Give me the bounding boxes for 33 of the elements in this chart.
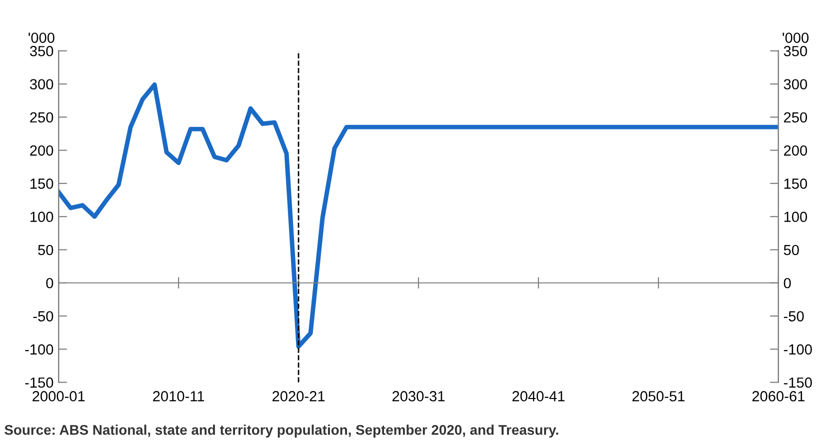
y-tick-label: 350 xyxy=(30,46,54,56)
y-tick-label: 0 xyxy=(46,278,54,288)
y-tick-label: -100 xyxy=(25,344,54,355)
y2-tick-label: 300 xyxy=(784,79,808,90)
y-tick-label: 200 xyxy=(30,145,54,156)
x-tick-label: 2030-31 xyxy=(392,391,445,402)
y-tick-label: 100 xyxy=(30,212,54,222)
y-tick-label: -50 xyxy=(33,311,54,322)
y-tick-label: 150 xyxy=(30,178,54,189)
y-tick-label: 250 xyxy=(30,112,54,123)
y2-tick-label: 200 xyxy=(784,145,808,156)
source-note: Source: ABS National, state and territory population, September 2020, and Treasury. xyxy=(4,424,558,438)
x-tick-label: 2040-41 xyxy=(512,391,565,402)
y2-tick-label: -100 xyxy=(784,344,812,355)
y-tick-label: -150 xyxy=(25,377,54,388)
x-tick-label: 2000-01 xyxy=(32,391,85,402)
y-tick-label: 300 xyxy=(30,79,54,90)
x-tick-label: 2050-51 xyxy=(632,391,684,402)
x-tick-label: 2020-21 xyxy=(272,391,325,402)
y2-tick-label: -50 xyxy=(784,311,804,322)
y-axis-title: '000 xyxy=(28,32,54,43)
y2-tick-label: 250 xyxy=(784,112,808,123)
y2-tick-label: 0 xyxy=(784,278,791,288)
y-tick-label: 50 xyxy=(38,244,54,256)
y2-tick-label: -150 xyxy=(784,377,812,388)
y2-axis-title: '000 xyxy=(782,32,809,43)
y2-tick-label: 100 xyxy=(784,212,808,222)
line-series xyxy=(58,82,778,349)
y2-tick-label: 350 xyxy=(784,46,808,56)
x-tick-label: 2010-11 xyxy=(153,391,204,402)
x-tick-label: 2060-61 xyxy=(752,391,804,402)
y2-tick-label: 50 xyxy=(784,244,799,256)
y2-tick-label: 150 xyxy=(784,178,808,189)
